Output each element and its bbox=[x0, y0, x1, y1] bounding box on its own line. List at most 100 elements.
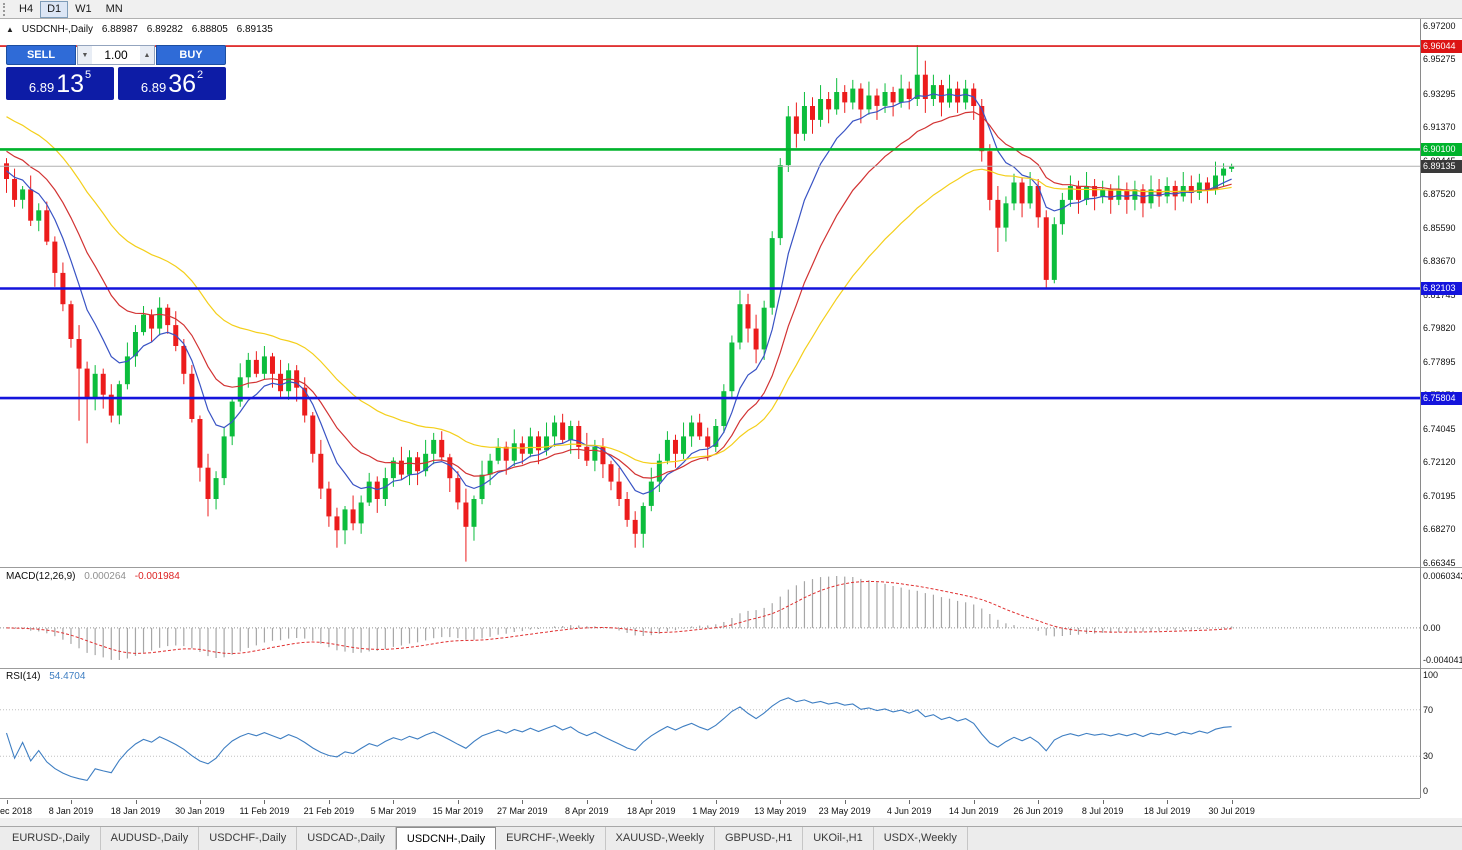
date-axis-label: 27 Dec 2018 bbox=[0, 806, 33, 816]
tab-usdcad-daily[interactable]: USDCAD-,Daily bbox=[297, 827, 396, 850]
timeframe-h4-button[interactable]: H4 bbox=[12, 1, 40, 18]
date-axis-label: 4 Jun 2019 bbox=[886, 806, 932, 816]
price-axis-tick: 6.97200 bbox=[1423, 21, 1456, 31]
sell-price-sup: 5 bbox=[85, 69, 92, 81]
rsi-name: RSI(14) bbox=[6, 671, 41, 682]
date-axis-label: 15 Mar 2019 bbox=[432, 806, 484, 816]
rsi-axis-label: 0 bbox=[1423, 786, 1429, 796]
date-axis-label: 18 Jan 2019 bbox=[110, 806, 161, 816]
volume-input[interactable] bbox=[92, 46, 140, 64]
tab-xauusd-weekly[interactable]: XAUUSD-,Weekly bbox=[606, 827, 715, 850]
macd-signal-value: -0.001984 bbox=[134, 571, 180, 582]
date-axis-label: 26 Jun 2019 bbox=[1013, 806, 1063, 816]
date-axis-label: 23 May 2019 bbox=[818, 806, 871, 816]
timeframe-mn-button[interactable]: MN bbox=[99, 1, 130, 18]
date-axis-tick bbox=[328, 800, 330, 804]
volume-control: ▼ ▲ bbox=[77, 45, 155, 65]
buy-price-big: 36 bbox=[168, 70, 196, 98]
date-axis-tick bbox=[457, 800, 459, 804]
sell-price-base: 6.89 bbox=[28, 80, 55, 95]
date-axis-tick bbox=[135, 800, 137, 804]
macd-signal-line bbox=[6, 580, 1232, 655]
date-axis-tick bbox=[393, 800, 395, 804]
sell-button[interactable]: SELL bbox=[6, 45, 76, 65]
tab-eurchf-weekly[interactable]: EURCHF-,Weekly bbox=[496, 827, 606, 850]
price-axis-tick: 6.95275 bbox=[1423, 54, 1456, 65]
price-axis[interactable]: 6.972006.952756.932956.913706.894456.875… bbox=[1421, 19, 1462, 568]
timeframe-w1-button[interactable]: W1 bbox=[68, 1, 99, 18]
tab-eurusd-daily[interactable]: EURUSD-,Daily bbox=[2, 827, 101, 850]
macd-main-value: 0.000264 bbox=[84, 571, 126, 582]
tab-audusd-daily[interactable]: AUDUSD-,Daily bbox=[101, 827, 200, 850]
price-axis-tick: 6.83670 bbox=[1423, 256, 1456, 267]
buy-button[interactable]: BUY bbox=[156, 45, 226, 65]
ohlc-low: 6.88805 bbox=[191, 24, 228, 35]
price-axis-tick: 6.66345 bbox=[1423, 557, 1456, 568]
price-axis-tick: 6.68270 bbox=[1423, 524, 1456, 535]
chart-symbol: USDCNH-,Daily bbox=[21, 24, 94, 35]
date-axis-label: 27 Mar 2019 bbox=[497, 806, 548, 816]
date-axis-tick bbox=[973, 800, 975, 804]
chart-tab-bar: EURUSD-,Daily AUDUSD-,Daily USDCHF-,Daily U… bbox=[0, 826, 1462, 850]
rsi-axis-label: 70 bbox=[1423, 704, 1434, 715]
macd-axis[interactable]: 0.0060342 0.00 -0.0040415 bbox=[1421, 569, 1462, 667]
date-axis-tick bbox=[909, 800, 911, 804]
candlestick-chart[interactable] bbox=[0, 19, 1420, 567]
date-axis-tick bbox=[6, 800, 8, 804]
date-axis-label: 18 Apr 2019 bbox=[627, 806, 676, 816]
date-axis-tick bbox=[780, 800, 782, 804]
current-price-badge: 6.89135 bbox=[1421, 159, 1462, 173]
price-axis-tick: 6.87520 bbox=[1423, 189, 1456, 200]
rsi-title: RSI(14) 54.4704 bbox=[6, 671, 91, 682]
ma-fast-blue-line bbox=[6, 93, 1232, 495]
price-axis-tick: 6.72120 bbox=[1423, 457, 1456, 468]
price-axis-tick: 6.91370 bbox=[1423, 122, 1456, 133]
ma-mid-red-line bbox=[6, 111, 1232, 479]
tab-gbpusd-h1[interactable]: GBPUSD-,H1 bbox=[715, 827, 804, 850]
pane-separator[interactable] bbox=[0, 668, 1462, 669]
date-axis-tick bbox=[586, 800, 588, 804]
price-line-badge: 6.75804 bbox=[1421, 391, 1462, 405]
tab-ukoil-h1[interactable]: UKOil-,H1 bbox=[803, 827, 874, 850]
price-axis-tick: 6.85590 bbox=[1423, 222, 1456, 233]
bottom-strip bbox=[0, 818, 1462, 826]
macd-axis-label: -0.0040415 bbox=[1423, 655, 1462, 665]
rsi-axis[interactable]: 100 70 30 0 bbox=[1421, 669, 1462, 797]
price-line-badge: 6.90100 bbox=[1421, 142, 1462, 156]
toolbar-grip-icon[interactable] bbox=[3, 2, 7, 16]
buy-price-display[interactable]: 6.89 36 2 bbox=[118, 67, 226, 100]
date-axis-tick bbox=[522, 800, 524, 804]
time-axis[interactable]: 27 Dec 2018 8 Jan 2019 18 Jan 2019 30 Jan 2… bbox=[0, 798, 1420, 818]
date-axis-label: 14 Jun 2019 bbox=[948, 806, 999, 816]
pane-separator[interactable] bbox=[0, 567, 1462, 568]
rsi-indicator-pane[interactable] bbox=[0, 669, 1420, 797]
date-axis-tick bbox=[264, 800, 266, 804]
date-axis-label: 11 Feb 2019 bbox=[239, 806, 290, 816]
date-axis-label: 30 Jan 2019 bbox=[175, 806, 225, 816]
sell-price-display[interactable]: 6.89 13 5 bbox=[6, 67, 114, 100]
tab-usdcnh-daily[interactable]: USDCNH-,Daily bbox=[395, 827, 497, 850]
buy-price-sup: 2 bbox=[197, 69, 204, 81]
macd-axis-label: 0.00 bbox=[1423, 622, 1441, 633]
price-line-badge: 6.96044 bbox=[1421, 39, 1462, 53]
tab-usdx-weekly[interactable]: USDX-,Weekly bbox=[874, 827, 968, 850]
macd-name: MACD(12,26,9) bbox=[6, 571, 76, 582]
price-axis-tick: 6.74045 bbox=[1423, 423, 1456, 434]
rsi-value: 54.4704 bbox=[49, 671, 86, 682]
ohlc-high: 6.89282 bbox=[146, 24, 183, 35]
macd-indicator-pane[interactable] bbox=[0, 569, 1420, 667]
symbol-marker-icon bbox=[6, 24, 16, 35]
price-line-badge: 6.82103 bbox=[1421, 282, 1462, 295]
volume-decrease-button[interactable]: ▼ bbox=[78, 46, 92, 64]
rsi-axis-label: 100 bbox=[1423, 670, 1439, 680]
volume-increase-button[interactable]: ▲ bbox=[140, 46, 154, 64]
date-axis-tick bbox=[1038, 800, 1040, 804]
date-axis-tick bbox=[651, 800, 653, 804]
price-axis-tick: 6.93295 bbox=[1423, 88, 1456, 99]
ohlc-close: 6.89135 bbox=[236, 24, 273, 35]
timeframe-d1-button[interactable]: D1 bbox=[40, 0, 69, 18]
date-axis-label: 8 Jan 2019 bbox=[48, 806, 94, 816]
tab-usdchf-daily[interactable]: USDCHF-,Daily bbox=[199, 827, 298, 850]
date-axis-label: 30 Jul 2019 bbox=[1208, 806, 1255, 816]
